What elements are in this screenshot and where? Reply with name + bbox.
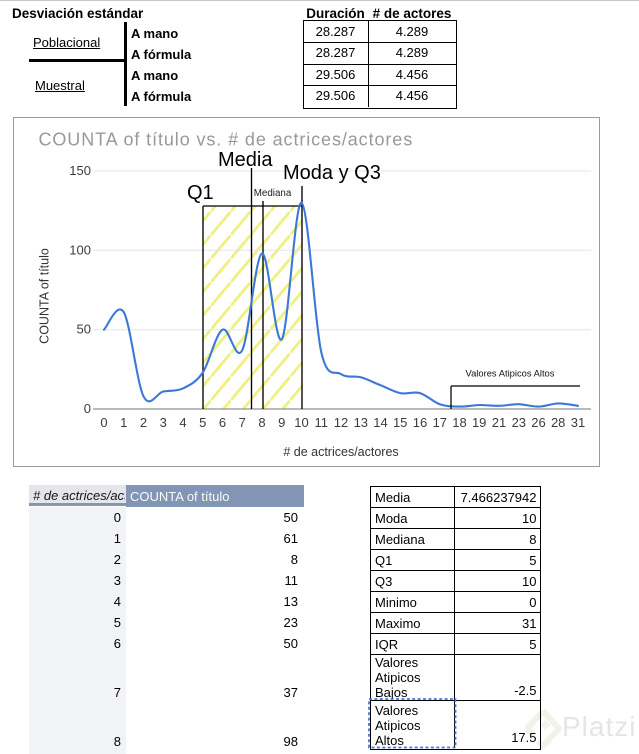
svg-text:8: 8 xyxy=(258,415,265,430)
svg-text:5: 5 xyxy=(199,415,206,430)
svg-text:# de actrices/actores: # de actrices/actores xyxy=(283,445,398,459)
svg-text:17: 17 xyxy=(433,415,447,430)
svg-text:Q1: Q1 xyxy=(187,182,214,204)
svg-text:COUNTA of título vs. # de actr: COUNTA of título vs. # de actrices/actor… xyxy=(39,130,414,150)
svg-text:23: 23 xyxy=(512,415,526,430)
svg-text:Valores Atipicos Altos: Valores Atipicos Altos xyxy=(466,368,555,379)
svg-text:13: 13 xyxy=(354,415,368,430)
svg-text:14: 14 xyxy=(373,415,387,430)
svg-text:18: 18 xyxy=(452,415,466,430)
svg-text:7: 7 xyxy=(239,415,246,430)
svg-text:Mediana: Mediana xyxy=(254,188,292,199)
svg-text:150: 150 xyxy=(69,163,91,178)
svg-text:3: 3 xyxy=(160,415,167,430)
svg-text:6: 6 xyxy=(219,415,226,430)
svg-text:11: 11 xyxy=(314,415,328,430)
svg-text:50: 50 xyxy=(77,322,91,337)
svg-text:1: 1 xyxy=(120,415,127,430)
svg-text:0: 0 xyxy=(100,415,107,430)
svg-text:12: 12 xyxy=(334,415,348,430)
svg-text:26: 26 xyxy=(531,415,545,430)
svg-text:19: 19 xyxy=(472,415,486,430)
svg-text:Moda y Q3: Moda y Q3 xyxy=(283,162,381,184)
svg-text:4: 4 xyxy=(179,415,186,430)
svg-text:28: 28 xyxy=(551,415,565,430)
svg-text:21: 21 xyxy=(492,415,506,430)
svg-text:9: 9 xyxy=(278,415,285,430)
svg-text:10: 10 xyxy=(294,415,308,430)
svg-text:15: 15 xyxy=(393,415,407,430)
svg-text:2: 2 xyxy=(140,415,147,430)
svg-text:Media: Media xyxy=(218,149,273,171)
svg-text:COUNTA of título: COUNTA of título xyxy=(38,248,52,344)
svg-text:31: 31 xyxy=(571,415,585,430)
svg-text:0: 0 xyxy=(84,401,91,416)
svg-text:16: 16 xyxy=(413,415,427,430)
svg-text:100: 100 xyxy=(69,242,91,257)
